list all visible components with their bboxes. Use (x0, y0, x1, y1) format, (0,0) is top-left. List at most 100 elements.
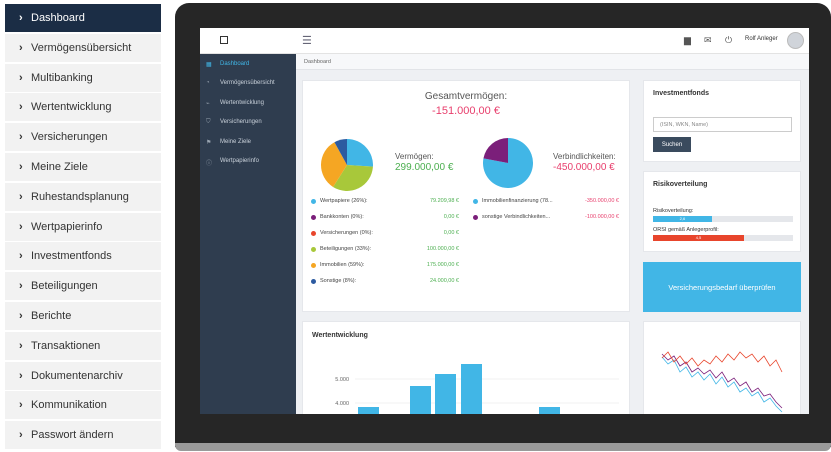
investmentfonds-card: Investmentfonds (ISIN, WKN, Name) Suchen (643, 80, 801, 162)
series-line-purple (661, 353, 783, 409)
orsi-bar-track: 4,5 (653, 235, 793, 241)
avatar[interactable] (787, 32, 804, 49)
nav-item[interactable]: › Passwort ändern (5, 421, 161, 450)
chevron-right-icon: › (19, 190, 23, 203)
chevron-right-icon: › (19, 339, 23, 352)
risk-card: Risikoverteilung Risikoverteilung: 2,6 O… (643, 171, 801, 252)
sidebar-item-label: Dashboard (220, 60, 250, 67)
chevron-right-icon: › (19, 12, 23, 24)
nav-item-label: Transaktionen (31, 339, 101, 352)
trend-icon: ⌁ (206, 100, 210, 107)
asset-summary-card: Gesamtvermögen: -151.000,00 € Vermögen: … (302, 80, 630, 312)
sidebar-item[interactable]: ⚑ Meine Ziele (200, 132, 296, 152)
assets-pie-chart (321, 139, 373, 191)
legend-value: 100.000,00 € (426, 246, 459, 252)
nav-item[interactable]: › Versicherungen (5, 123, 161, 152)
pie-slice (321, 142, 347, 187)
sidebar-item[interactable]: ▦ Dashboard (200, 54, 296, 74)
sidebar-item-label: Versicherungen (220, 119, 262, 126)
y-tick-label: 5.000 (335, 377, 349, 383)
grid-icon: ▦ (206, 61, 212, 68)
nav-item-label: Wertpapierinfo (31, 220, 103, 233)
menu-icon[interactable]: ☰ (302, 35, 312, 47)
risk-title: Risikoverteilung (653, 181, 708, 188)
performance-bar (410, 386, 431, 414)
nav-item[interactable]: › Dokumentenarchiv (5, 361, 161, 390)
liabilities-label: Verbindlichkeiten: (553, 152, 616, 161)
legend-item: Sonstige (8%): (311, 276, 356, 286)
legend-value: 0,00 € (443, 214, 459, 220)
index-chart-card (643, 321, 801, 414)
assets-value: 299.000,00 € (395, 162, 454, 173)
legend-item: Wertpapiere (26%): (311, 196, 368, 206)
nav-item-label: Vermögensübersicht (31, 41, 132, 54)
nav-item[interactable]: › Kommunikation (5, 391, 161, 420)
nav-item-label: Dokumentenarchiv (31, 369, 123, 382)
user-name[interactable]: Rolf Anleger (745, 36, 778, 42)
total-assets-label: Gesamtvermögen: (424, 91, 508, 102)
nav-item[interactable]: › Vermögensübersicht (5, 33, 161, 62)
nav-item[interactable]: › Wertpapierinfo (5, 212, 161, 241)
nav-item[interactable]: › Investmentfonds (5, 242, 161, 271)
laptop-base (175, 443, 831, 451)
legend-label: Beteiligungen (33%): (320, 246, 372, 252)
fund-search-input[interactable]: (ISIN, WKN, Name) (653, 117, 792, 132)
nav-item[interactable]: › Berichte (5, 301, 161, 330)
legend-dot (311, 262, 316, 268)
nav-item-label: Passwort ändern (31, 429, 114, 442)
nav-item[interactable]: › Beteiligungen (5, 272, 161, 301)
nav-item-label: Multibanking (31, 71, 93, 84)
mail-icon[interactable]: ✉ (704, 35, 712, 45)
sidebar-item[interactable]: ⓘ Wertpapierinfo (200, 152, 296, 172)
document-icon[interactable]: ▆ (684, 35, 691, 45)
index-line-chart (661, 351, 783, 413)
nav-item-label: Investmentfonds (31, 250, 112, 263)
legend-dot (311, 278, 316, 284)
sidebar-item[interactable]: ◔ Vermögensübersicht (200, 74, 296, 94)
nav-item[interactable]: › Meine Ziele (5, 152, 161, 181)
nav-item[interactable]: › Ruhestandsplanung (5, 182, 161, 211)
sidebar-item[interactable]: ⌁ Wertentwicklung (200, 93, 296, 113)
total-assets-value: -151.000,00 € (432, 105, 500, 117)
risk-bar-fill: 2,6 (653, 216, 712, 222)
orsi-bar-label: ORSI gemäß Anlegerprofil: (653, 227, 719, 233)
power-icon[interactable]: ⏻ (725, 35, 733, 45)
legend-label: Immobilien (59%): (320, 262, 365, 268)
insurance-check-button[interactable]: Versicherungsbedarf überprüfen (643, 262, 801, 312)
liabilities-value: -450.000,00 € (553, 162, 615, 173)
nav-item[interactable]: › Multibanking (5, 63, 161, 92)
chevron-right-icon: › (19, 131, 23, 144)
series-line-red (661, 351, 783, 373)
chevron-right-icon: › (19, 71, 23, 84)
chevron-right-icon: › (19, 41, 23, 54)
nav-item[interactable]: › Transaktionen (5, 331, 161, 360)
performance-bar (435, 374, 456, 414)
pie-slice (347, 139, 373, 167)
nav-item[interactable]: › Dashboard (5, 4, 161, 32)
nav-item-label: Ruhestandsplanung (31, 190, 129, 203)
legend-dot (311, 230, 316, 236)
sidebar-item[interactable]: ⛉ Versicherungen (200, 113, 296, 133)
orsi-bar-fill: 4,5 (653, 235, 744, 241)
legend-label: Bankkonten (0%): (320, 214, 364, 220)
breadcrumb[interactable]: Dashboard (296, 54, 809, 70)
legend-label: Immobilienfinanzierung (78... (482, 198, 553, 204)
logo-icon[interactable] (220, 36, 228, 44)
legend-dot (311, 246, 316, 252)
sidebar-item-label: Vermögensübersicht (220, 80, 275, 87)
chevron-right-icon: › (19, 101, 23, 114)
nav-item-label: Kommunikation (31, 399, 107, 412)
performance-bar (461, 364, 482, 414)
legend-item: Immobilien (59%): (311, 260, 364, 270)
legend-dot (473, 214, 478, 220)
performance-card: Wertentwicklung 5.000 4.000 (302, 321, 630, 414)
performance-bar (358, 407, 379, 414)
nav-item[interactable]: › Wertentwicklung (5, 93, 161, 122)
legend-value: -350.000,00 € (585, 198, 619, 204)
sidebar-item-label: Meine Ziele (220, 138, 252, 145)
legend-value: 79.209,98 € (429, 198, 459, 204)
legend-value: 175.000,00 € (426, 262, 459, 268)
nav-item-label: Wertentwicklung (31, 101, 112, 114)
search-button[interactable]: Suchen (653, 137, 691, 152)
legend-dot (311, 214, 316, 220)
